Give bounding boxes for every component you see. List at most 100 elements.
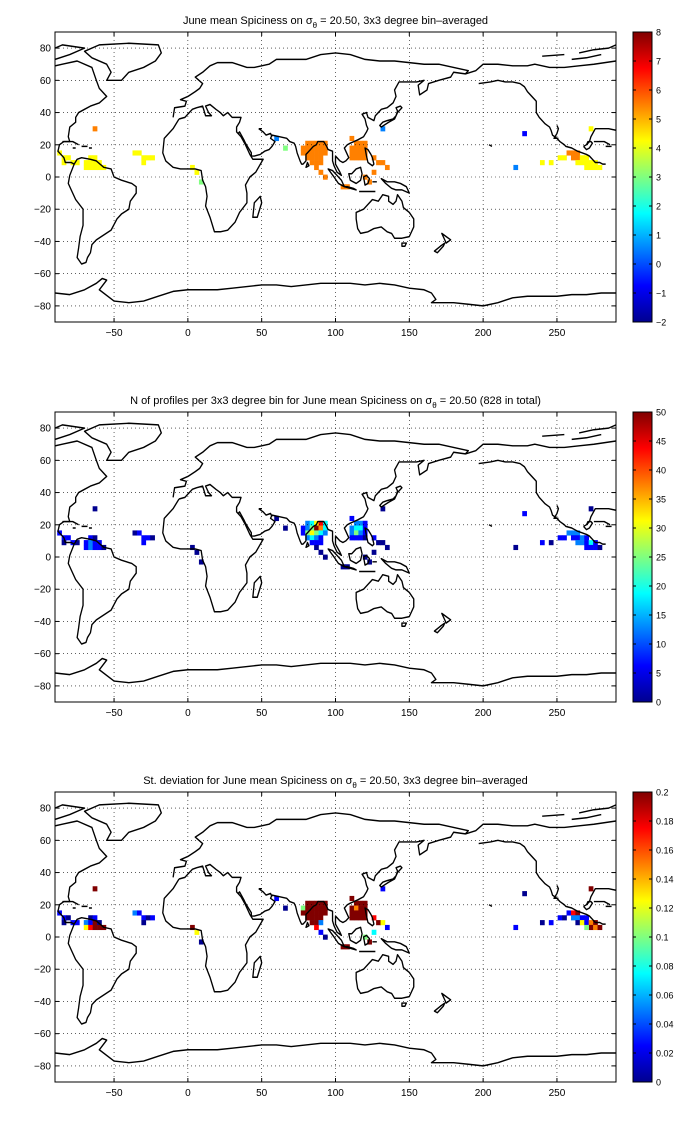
colorbar-tick-label: 0.12 xyxy=(656,904,674,914)
data-cell xyxy=(314,535,319,541)
data-cell xyxy=(367,559,372,565)
data-cell xyxy=(584,544,589,551)
panel-std: St. deviation for June mean Spiciness on… xyxy=(34,775,674,1099)
data-cell xyxy=(513,924,519,931)
data-cell xyxy=(322,174,328,180)
data-cell xyxy=(318,929,324,935)
colorbar-tick-label: 25 xyxy=(656,553,666,563)
colorbar-tick-label: 15 xyxy=(656,611,666,621)
data-cell xyxy=(305,900,310,906)
data-cell xyxy=(92,506,98,512)
x-tick-label: 0 xyxy=(185,328,191,339)
y-tick-label: 40 xyxy=(40,108,52,119)
data-cell xyxy=(88,535,93,541)
data-cell xyxy=(579,915,585,921)
data-cell xyxy=(194,549,200,555)
data-cell xyxy=(136,530,142,536)
colorbar-tick-label: 5 xyxy=(656,115,661,125)
data-cell xyxy=(305,145,310,151)
x-tick-label: −50 xyxy=(106,1088,123,1099)
data-cell xyxy=(358,520,364,526)
data-cell xyxy=(588,920,594,926)
colorbar-tick-label: 0.14 xyxy=(656,875,674,885)
x-tick-label: 100 xyxy=(327,328,344,339)
colorbar-tick-label: 0.04 xyxy=(656,1020,674,1030)
data-cell xyxy=(588,160,594,166)
data-cell xyxy=(584,915,589,921)
data-cell xyxy=(513,544,519,551)
data-cell xyxy=(557,535,563,541)
data-cell xyxy=(557,915,563,921)
data-cell xyxy=(83,164,89,171)
coastline xyxy=(55,802,616,1067)
data-cell xyxy=(305,155,310,161)
data-cell xyxy=(92,924,98,931)
map-area xyxy=(55,802,616,1067)
y-tick-label: 0 xyxy=(45,173,51,184)
data-cell xyxy=(597,164,603,171)
x-tick-label: 200 xyxy=(475,708,492,719)
axes-frame xyxy=(54,791,617,1083)
data-cell xyxy=(88,915,93,921)
colorbar-tick-label: 0.16 xyxy=(656,846,674,856)
data-cell xyxy=(362,150,368,156)
data-cell xyxy=(318,915,324,921)
colorbar-tick-label: 5 xyxy=(656,669,661,679)
y-tick-label: 0 xyxy=(45,553,51,564)
y-tick-label: 20 xyxy=(40,140,52,151)
data-cell xyxy=(579,155,585,161)
data-cell xyxy=(358,530,364,536)
data-cell xyxy=(522,131,527,137)
data-cell xyxy=(588,126,594,132)
data-cell xyxy=(566,150,572,156)
data-cell xyxy=(340,564,346,570)
data-cell xyxy=(150,155,155,161)
data-cell xyxy=(575,535,581,541)
data-cell xyxy=(358,535,364,541)
x-tick-label: 0 xyxy=(185,1088,191,1099)
colorbar-tick-label: 35 xyxy=(656,495,666,505)
x-tick-label: 200 xyxy=(475,328,492,339)
data-cell xyxy=(309,150,315,156)
colorbar-tick-label: 7 xyxy=(656,57,661,67)
data-cell xyxy=(318,150,324,156)
y-tick-label: −60 xyxy=(34,269,51,280)
data-cell xyxy=(522,511,527,517)
colorbar-tick-label: 3 xyxy=(656,173,661,183)
title-text: N of profiles per 3x3 degree bin for Jun… xyxy=(130,395,425,407)
y-tick-label: 80 xyxy=(40,44,52,55)
colorbar-tick-label: 0.18 xyxy=(656,817,674,827)
data-cell xyxy=(570,150,576,156)
y-tick-label: −40 xyxy=(34,997,51,1008)
title-subscript: θ xyxy=(313,21,318,30)
data-cell xyxy=(314,530,319,536)
data-cell xyxy=(584,535,589,541)
data-cell xyxy=(358,900,364,906)
data-cell xyxy=(88,544,93,551)
data-cell xyxy=(371,155,377,161)
data-cell xyxy=(318,535,324,541)
data-cell xyxy=(309,530,315,536)
data-cell xyxy=(92,126,98,132)
data-cell xyxy=(318,140,324,146)
data-cell xyxy=(584,540,589,546)
data-cell xyxy=(314,915,319,921)
data-cell xyxy=(309,160,315,166)
data-cell xyxy=(97,160,102,166)
data-cell xyxy=(340,184,346,190)
data-cell xyxy=(305,905,310,911)
data-cell xyxy=(309,910,315,916)
panel-title: June mean Spiciness on σθ = 20.50, 3x3 d… xyxy=(183,15,488,30)
y-tick-label: −40 xyxy=(34,617,51,628)
data-cell xyxy=(92,920,98,926)
data-cell xyxy=(349,535,355,541)
data-cell xyxy=(371,535,377,541)
map-area xyxy=(55,42,616,307)
data-cell xyxy=(314,145,319,151)
data-cell xyxy=(283,525,288,531)
title-text-end: = 20.50, 3x3 degree bin–averaged xyxy=(357,775,528,787)
data-cell xyxy=(88,540,93,546)
colorbar-tick-label: 0.06 xyxy=(656,991,674,1001)
data-cell xyxy=(579,920,585,926)
